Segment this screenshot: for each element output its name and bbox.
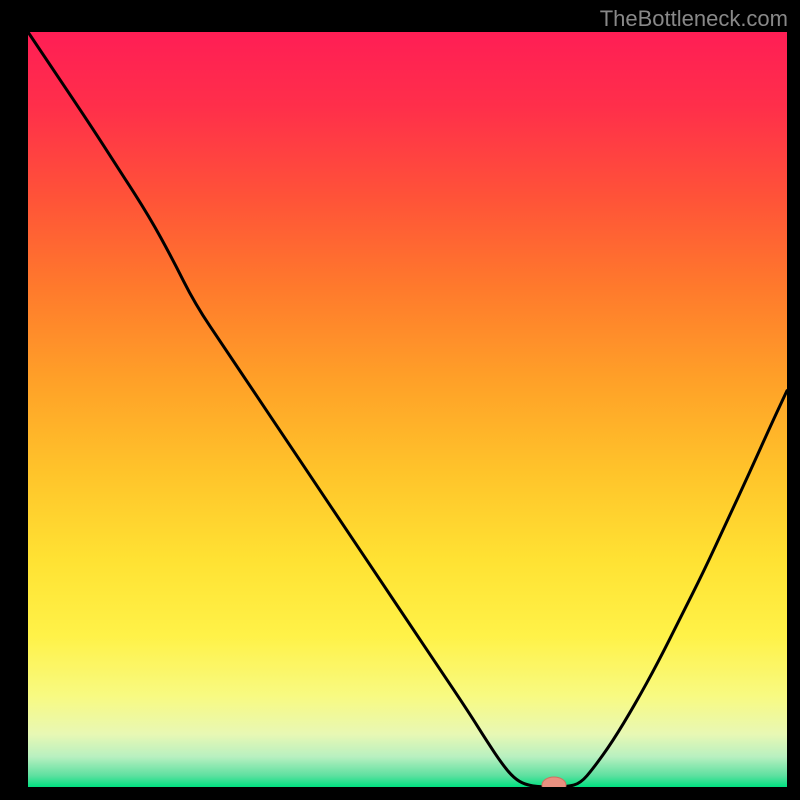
gradient-background	[28, 32, 787, 787]
bottleneck-chart	[28, 32, 787, 787]
watermark-text: TheBottleneck.com	[600, 6, 788, 32]
chart-svg	[28, 32, 787, 787]
